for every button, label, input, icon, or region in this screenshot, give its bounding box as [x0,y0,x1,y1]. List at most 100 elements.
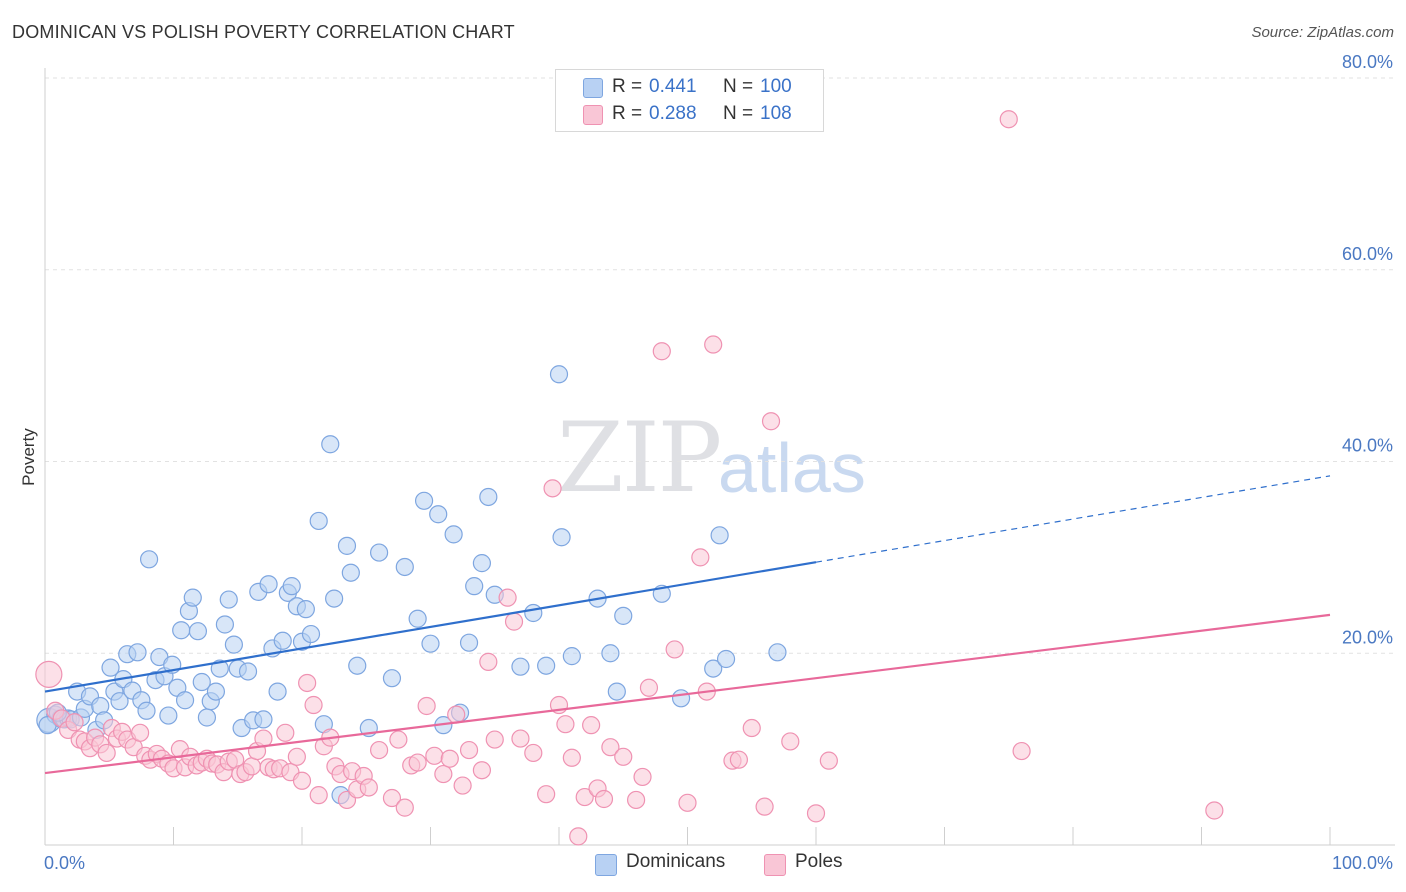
legend-r-value: 0.441 [649,76,697,97]
poles-point [704,335,723,354]
y-tick-label: 40.0% [1342,436,1393,456]
watermark-atlas: atlas [718,429,866,507]
poles-point [35,660,63,688]
bottom-legend-swatch-dominicans [595,854,617,876]
dominicans-point [259,575,278,594]
dominicans-point [459,633,479,652]
x-tick-label: 100.0% [1332,853,1393,873]
legend-r-value: 0.288 [649,103,697,124]
poles-point [425,746,444,765]
poles-point [678,793,697,812]
bottom-legend-label: Dominicans [626,851,726,872]
dominicans-point [206,682,226,701]
poles-point [761,412,781,431]
dominicans-point [601,644,620,663]
y-tick-label: 80.0% [1342,52,1393,72]
dominicans-point [175,691,195,710]
dominicans-point [444,525,463,544]
dominicans-point [219,590,238,609]
dominicans-point [524,603,543,623]
poles-point [130,723,150,742]
poles-point [729,750,749,769]
poles-point [485,730,504,749]
legend-r-label: R = [612,103,643,124]
dominicans-point [768,643,787,662]
legend-n-label: N = [723,76,754,97]
dominicans-point [465,577,484,596]
poles-point [1012,741,1031,761]
dominicans-point [704,659,723,678]
poles-point [287,747,306,766]
dominicans-point [110,692,129,711]
poles-point [806,804,826,823]
poles-point [304,695,323,715]
dominicans-point [321,435,340,454]
dominicans-point [337,536,357,555]
poles-point [524,743,543,763]
poles-point [382,788,402,808]
poles-point [556,715,575,734]
dominicans-point [197,708,217,727]
dominicans-point [716,649,736,669]
poles-point [1205,801,1224,820]
dominicans-point [188,622,208,641]
bottom-legend-label: Poles [795,851,843,872]
poles-point [472,761,491,780]
poles-trend-line [44,613,1331,775]
poles-point [562,748,581,767]
poles-point [292,771,312,790]
dominicans-point [309,511,328,531]
dominicans-point [282,577,301,596]
dominicans-point [614,606,633,625]
poles-point [537,785,556,804]
poles-point [543,479,562,498]
poles-point [447,705,466,724]
poles-point [575,787,594,807]
watermark-zip: ZIP [557,402,722,514]
dominicans-point [215,615,234,634]
poles-point [755,797,774,816]
dominicans-point [429,505,448,524]
poles-point [639,678,659,697]
dominicans-point [414,491,434,510]
poles-point [389,730,408,749]
dominicans-point [382,669,402,688]
legend-swatch-poles [583,105,603,125]
poles-point [594,789,614,809]
dominicans-point [101,658,120,677]
poles-point [691,548,710,567]
dominicans-point [511,657,530,676]
dominicans-point [238,662,258,681]
poles-point [819,751,838,770]
bottom-legend-swatch-poles [764,854,786,876]
poles-point [626,790,646,810]
poles-point [781,732,800,751]
poles-point [633,767,652,787]
legend-n-value: 100 [760,76,792,97]
dominicans-point [552,528,571,547]
poles-point [453,776,472,795]
legend-swatch-dominicans [583,78,603,98]
poles-point [665,640,684,659]
dominicans-point [562,647,581,666]
poles-point [298,673,317,693]
poles-point [440,749,459,768]
dominicans-point [671,689,691,708]
poles-point [359,778,378,797]
legend-n-label: N = [723,103,754,124]
dominicans-point [479,487,498,507]
legend-row-poles: R = 0.288 N = 108 [556,101,823,127]
dominicans-point [395,557,414,577]
poles-point [479,652,498,671]
y-axis-label: Poverty [19,428,38,486]
x-tick-label: 0.0% [44,853,85,873]
legend-row-dominicans: R = 0.441 N = 100 [556,74,823,100]
dominicans-point [254,710,273,729]
poles-point [459,740,479,760]
poles-point [408,753,427,772]
dominicans-point [549,365,569,384]
poles-point [614,747,633,766]
y-tick-label: 20.0% [1342,627,1393,647]
dominicans-point [273,631,292,650]
